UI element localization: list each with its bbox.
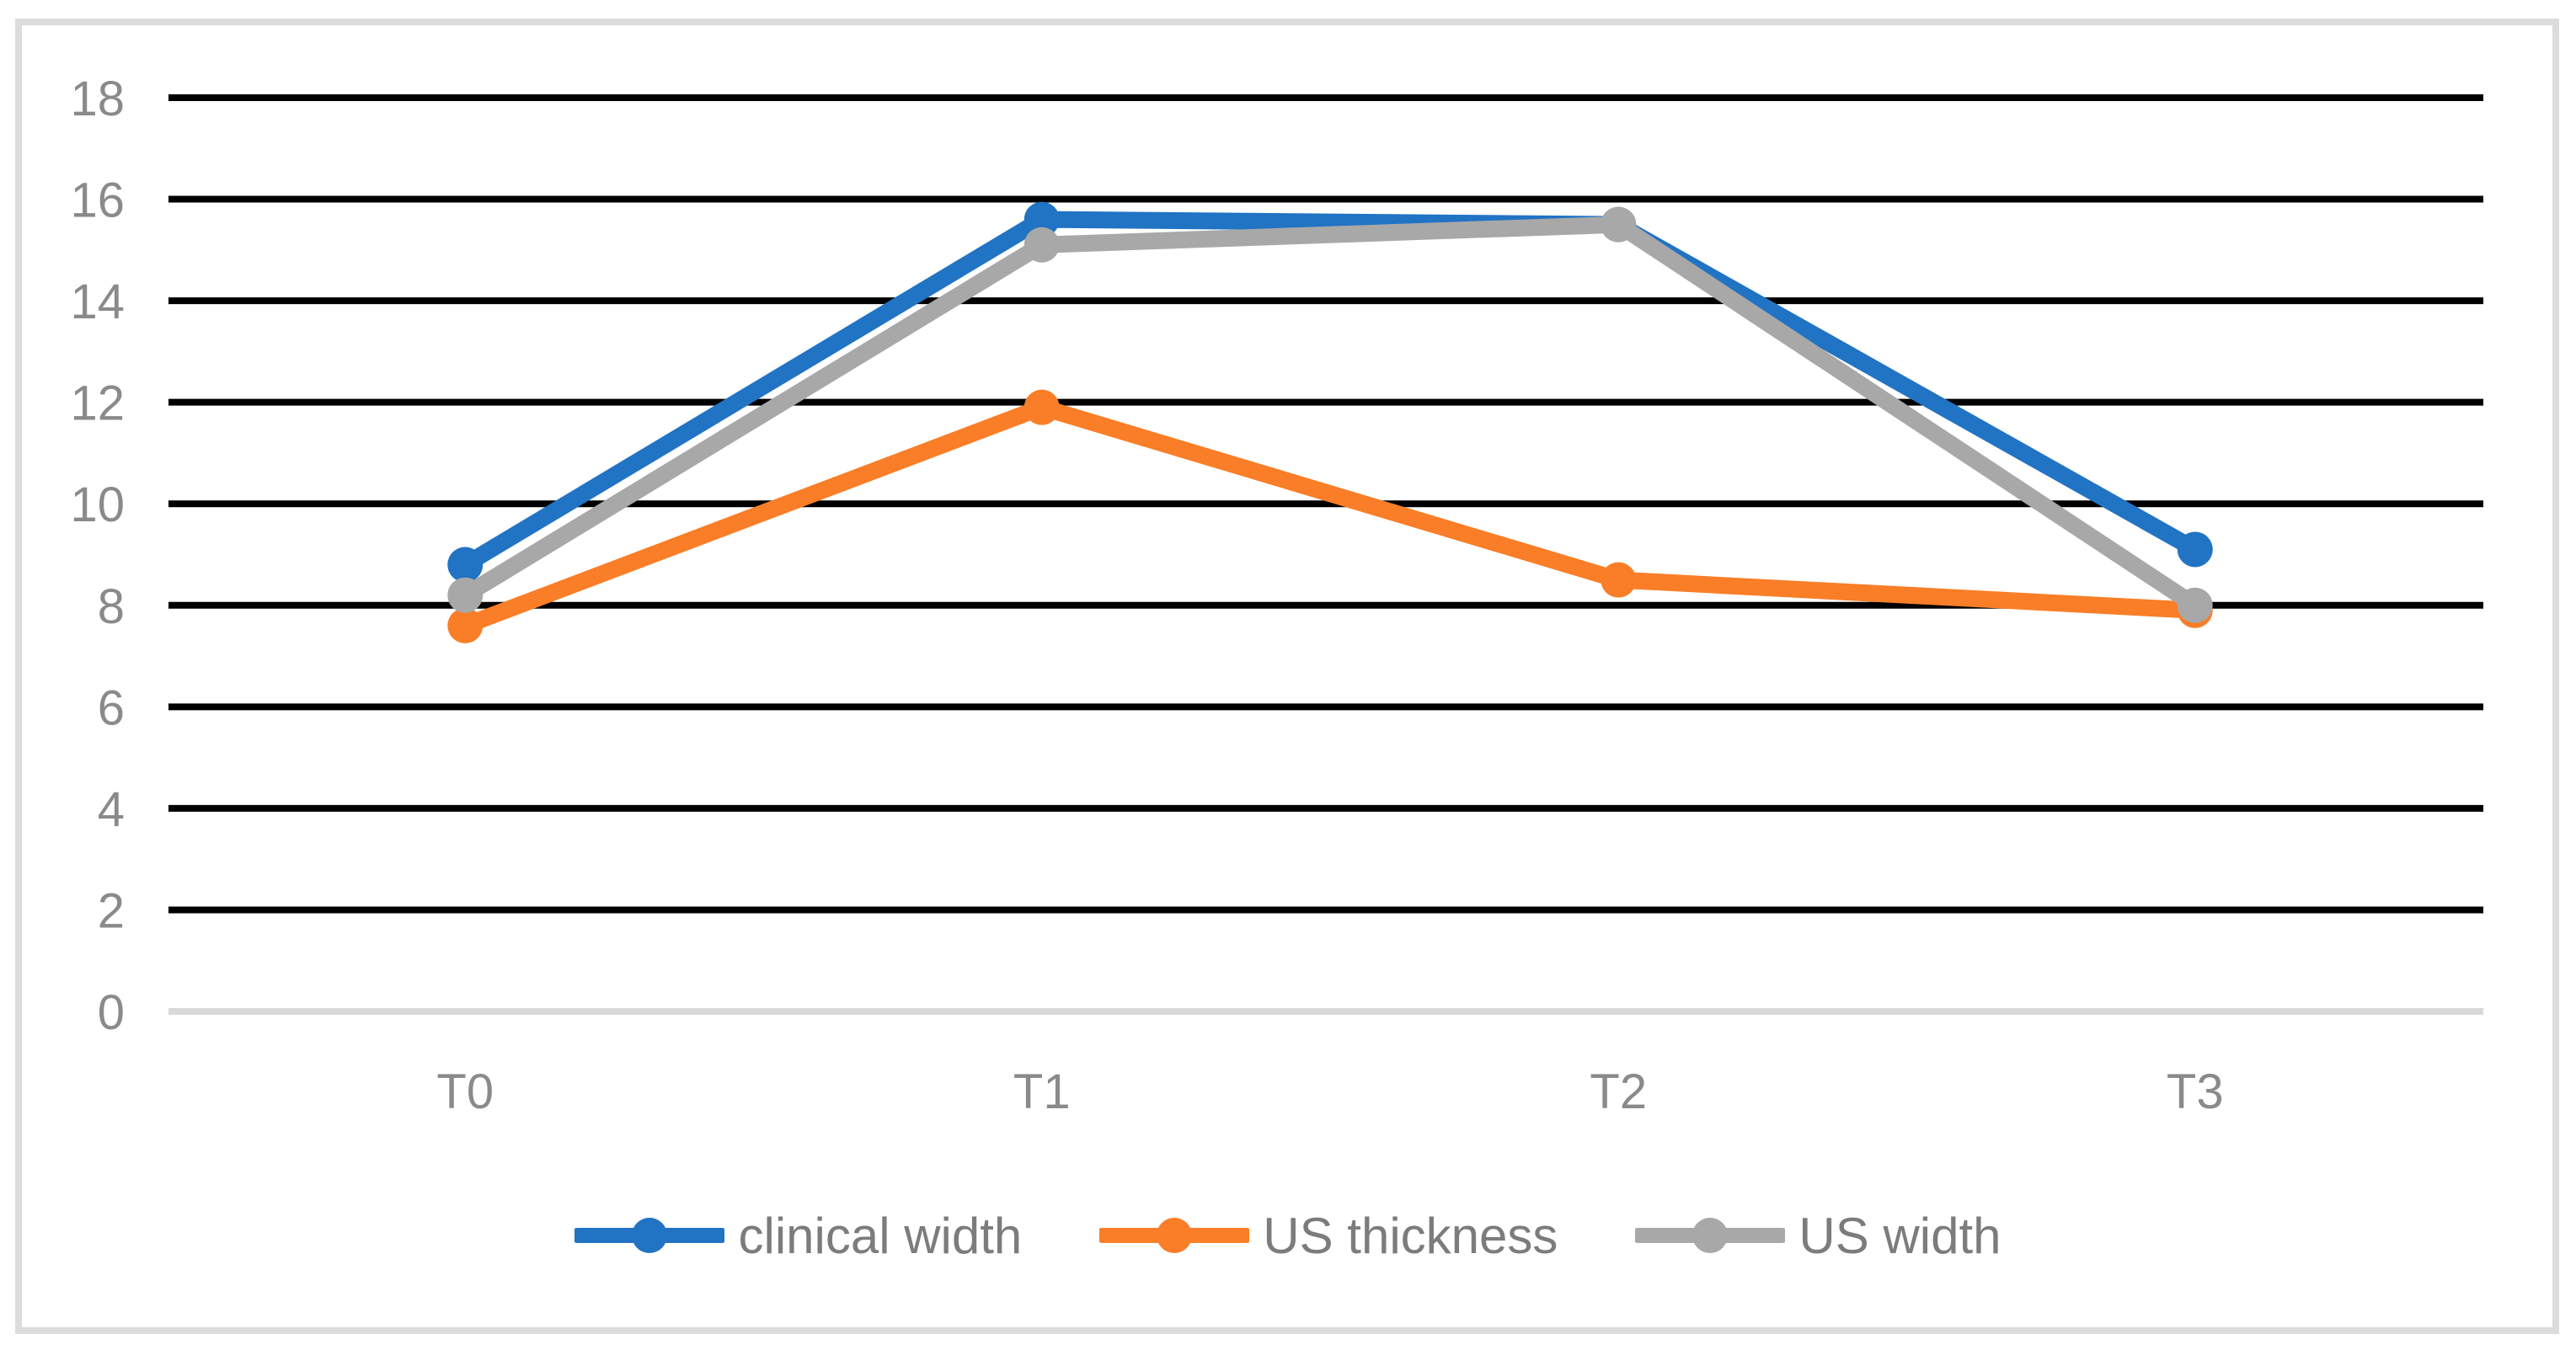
x-axis-label-t3: T3: [2167, 1064, 2224, 1119]
legend-label-us-width: US width: [1798, 1207, 2001, 1264]
series-line-us-thickness: [457, 398, 2204, 634]
y-axis-label-18: 18: [70, 72, 125, 126]
y-axis-label-12: 12: [70, 376, 125, 431]
legend-marker-us-width: [1635, 1218, 1786, 1253]
x-axis-label-t0: T0: [436, 1064, 494, 1119]
data-point-us-width-t1: [1023, 227, 1060, 263]
y-axis-label-6: 6: [98, 680, 125, 735]
legend-label-us-thickness: US thickness: [1263, 1207, 1558, 1264]
legend-marker-us-thickness: [1099, 1218, 1250, 1253]
chart-frame-border: [15, 19, 2559, 1334]
legend-item-us-width: US width: [1635, 1207, 2001, 1265]
data-point-us-width-t3: [2177, 587, 2213, 623]
y-axis-label-0: 0: [98, 985, 125, 1040]
data-point-clinical-width-t0: [447, 547, 484, 583]
chart-legend: clinical width US thickness US width: [0, 1198, 2576, 1273]
y-axis-label-10: 10: [70, 477, 125, 532]
y-axis-label-2: 2: [98, 883, 125, 938]
data-point-clinical-width-t1: [1023, 201, 1060, 237]
data-point-us-thickness-t1: [1023, 389, 1060, 425]
data-point-clinical-width-t3: [2177, 531, 2213, 568]
data-point-us-width-t0: [447, 577, 484, 613]
series-line-clinical-width: [457, 211, 2204, 573]
y-axis-label-16: 16: [70, 173, 125, 228]
legend-dot-us-thickness: [1157, 1218, 1193, 1253]
legend-item-clinical-width: clinical width: [575, 1207, 1022, 1265]
x-axis-label-t2: T2: [1590, 1064, 1647, 1119]
y-axis-label-14: 14: [70, 275, 125, 329]
x-axis-label-t1: T1: [1013, 1064, 1071, 1119]
data-point-us-width-t2: [1601, 206, 1637, 243]
legend-dot-clinical-width: [632, 1218, 668, 1253]
data-point-us-thickness-t0: [447, 607, 484, 643]
legend-dot-us-width: [1692, 1218, 1729, 1253]
series-line-us-width: [457, 216, 2204, 614]
y-axis-label-8: 8: [98, 579, 125, 634]
data-point-us-thickness-t2: [1601, 562, 1637, 598]
legend-marker-clinical-width: [575, 1218, 725, 1253]
legend-label-clinical-width: clinical width: [738, 1207, 1023, 1264]
legend-item-us-thickness: US thickness: [1099, 1207, 1558, 1265]
y-axis-label-4: 4: [98, 782, 125, 837]
